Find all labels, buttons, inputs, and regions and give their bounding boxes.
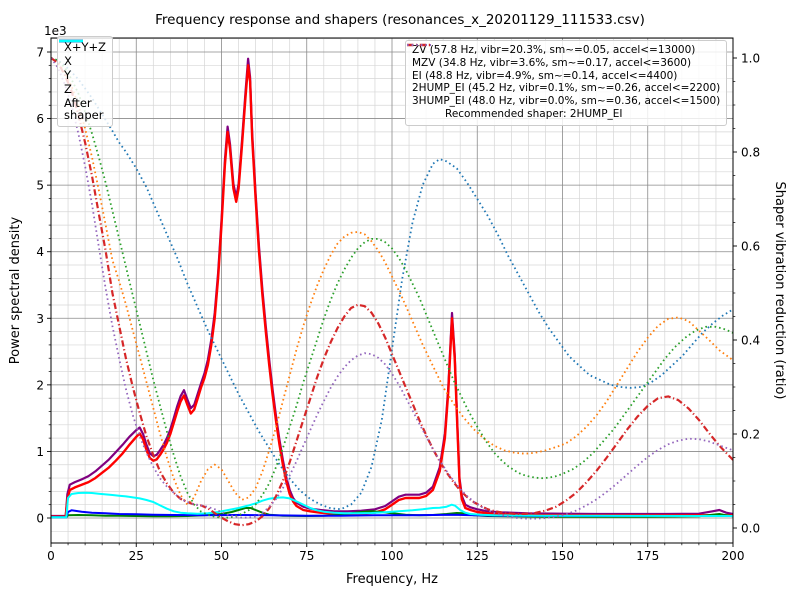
legend-label: MZV (34.8 Hz, vibr=3.6%, sm~=0.17, accel…	[412, 56, 692, 69]
ticks	[47, 51, 737, 547]
x-tick-label: 25	[129, 549, 144, 563]
legend-label: 2HUMP_EI (45.2 Hz, vibr=0.1%, sm~=0.26, …	[412, 82, 721, 95]
y-left-tick-label: 4	[36, 245, 44, 259]
y-right-tick-label: 0.2	[741, 428, 760, 442]
curve-shaper-3hump-ei	[51, 57, 733, 520]
x-tick-label: 100	[381, 549, 404, 563]
y-left-tick-label: 2	[36, 378, 44, 392]
recommended-shaper-note: Recommended shaper: 2HUMP_EI	[445, 107, 623, 120]
legend-psd: X+Y+Z X Y Z After shaper	[57, 36, 114, 128]
legend-item-2hump-ei: 2HUMP_EI (45.2 Hz, vibr=0.1%, sm~=0.26, …	[407, 43, 721, 95]
x-tick-label: 75	[299, 549, 314, 563]
y-right-tick-label: 0.8	[741, 146, 760, 160]
legend-label: Y	[64, 67, 72, 82]
y-left-tick-label: 6	[36, 112, 44, 126]
x-tick-label: 50	[214, 549, 229, 563]
legend-line-sample-dashdot	[407, 43, 431, 47]
x-axis-title: Frequency, Hz	[345, 572, 439, 587]
curve-psd-after-shaper	[51, 491, 733, 519]
y-right-tick-label: 0.0	[741, 522, 760, 536]
x-tick-label: 200	[722, 549, 745, 563]
chart-title: Frequency response and shapers (resonanc…	[155, 12, 645, 28]
legend-item-x: X	[59, 39, 106, 68]
y-left-tick-label: 1	[36, 445, 44, 459]
y-right-tick-label: 1.0	[741, 52, 760, 66]
legend-item-after-shaper: After shaper	[59, 39, 106, 123]
legend-item-ei: EI (48.8 Hz, vibr=4.9%, sm~=0.14, accel<…	[407, 44, 720, 83]
legend-line-sample-dotted	[407, 44, 431, 46]
legend-label: EI (48.8 Hz, vibr=4.9%, sm~=0.14, accel<…	[412, 69, 678, 82]
legend-item-z: Z	[59, 39, 106, 96]
x-tick-label: 150	[551, 549, 574, 563]
y-right-axis-title: Shaper vibration reduction (ratio)	[772, 181, 787, 400]
x-tick-label: 0	[47, 549, 55, 563]
legend-label: 3HUMP_EI (48.0 Hz, vibr=0.0%, sm~=0.36, …	[412, 95, 721, 107]
y-left-tick-label: 7	[36, 46, 44, 60]
x-tick-label: 125	[466, 549, 489, 563]
y-left-axis-title: Power spectral density	[8, 216, 23, 365]
legend-item-zv: ZV (57.8 Hz, vibr=20.3%, sm~=0.05, accel…	[407, 44, 720, 57]
y-left-tick-label: 0	[36, 512, 44, 526]
x-tick-label: 175	[636, 549, 659, 563]
legend-line-sample-solid	[59, 39, 83, 43]
legend-label: Z	[64, 81, 72, 96]
legend-item-mzv: MZV (34.8 Hz, vibr=3.6%, sm~=0.17, accel…	[407, 44, 720, 70]
curve-shaper-mzv	[51, 57, 733, 506]
y-axis-offset-label: 1e3	[44, 24, 67, 38]
legend-shapers: ZV (57.8 Hz, vibr=20.3%, sm~=0.05, accel…	[405, 40, 728, 126]
legend-label: ZV (57.8 Hz, vibr=20.3%, sm~=0.05, accel…	[412, 44, 696, 56]
y-left-tick-label: 3	[36, 312, 44, 326]
curve-shaper-2hump-ei	[51, 57, 733, 527]
legend-item-3hump-ei: 3HUMP_EI (48.0 Hz, vibr=0.0%, sm~=0.36, …	[407, 44, 721, 108]
y-left-tick-label: 5	[36, 179, 44, 193]
y-right-tick-label: 0.6	[741, 240, 760, 254]
y-right-tick-label: 0.4	[741, 334, 760, 348]
legend-label: After shaper	[64, 95, 104, 123]
legend-item-y: Y	[59, 39, 106, 82]
grid-minor	[51, 38, 733, 543]
curve-psd-x	[51, 64, 733, 518]
legend-label: X+Y+Z	[64, 40, 107, 54]
legend-label: X	[64, 53, 72, 68]
curves	[51, 57, 733, 527]
